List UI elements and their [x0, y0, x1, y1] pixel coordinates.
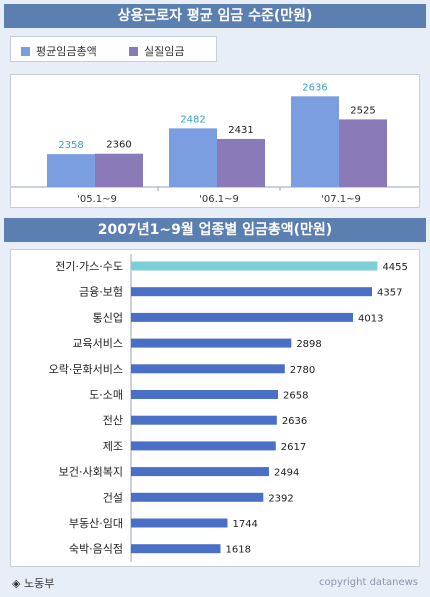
data-label-1: 4357 — [377, 288, 402, 299]
data-label-series1-2: 2636 — [302, 82, 327, 93]
data-label-5: 2658 — [283, 391, 308, 402]
bar-4 — [131, 364, 285, 374]
x-tick-label-2: '07.1~9 — [321, 194, 361, 205]
data-label-3: 2898 — [296, 339, 321, 350]
legend-swatch-series2 — [129, 46, 138, 56]
y-tick-label-10: 부동산·임대 — [69, 517, 123, 530]
x-tick-label-1: '06.1~9 — [199, 194, 239, 205]
legend-item-series1: 평균임금총액 — [21, 43, 97, 59]
bar-series2-2 — [339, 119, 387, 187]
data-label-8: 2494 — [274, 468, 299, 479]
data-label-4: 2780 — [290, 365, 315, 376]
bar-7 — [131, 441, 276, 451]
bar-series2-1 — [217, 138, 265, 187]
chart1-svg: 2358 2360 '05.1~9 2482 2431 '06.1~9 2636 2525 '0… — [11, 82, 419, 205]
chart2-svg: 전기·가스·수도 4455 금융·보험 4357 통신업 4013 교육서비스 2898 오락·… — [49, 254, 408, 562]
y-tick-label-8: 보건·사회복지 — [59, 466, 123, 479]
data-label-series2-2: 2525 — [350, 105, 375, 116]
bar-8 — [131, 467, 269, 477]
bar-series1-1 — [169, 128, 217, 187]
legend-swatch-series1 — [21, 46, 30, 56]
data-label-7: 2617 — [281, 442, 306, 453]
data-label-series2-1: 2431 — [228, 125, 253, 136]
data-label-11: 1618 — [226, 545, 251, 556]
bar-9 — [131, 492, 264, 502]
copyright-label: copyright datanews — [319, 577, 418, 588]
data-label-series1-0: 2358 — [58, 140, 83, 151]
data-label-9: 2392 — [268, 493, 293, 504]
bar-5 — [131, 390, 279, 399]
bar-series1-2 — [291, 96, 339, 187]
legend-item-series2: 실질임금 — [129, 43, 184, 59]
y-tick-label-11: 숙박·음식점 — [69, 543, 123, 556]
y-tick-label-5: 도·소매 — [89, 389, 123, 402]
bar-series2-0 — [95, 153, 143, 187]
chart1-legend: 평균임금총액 실질임금 — [10, 36, 217, 62]
legend-label-series1: 평균임금총액 — [36, 45, 97, 58]
bar-6 — [131, 415, 277, 425]
bar-0 — [131, 261, 378, 271]
chart2-panel: 전기·가스·수도 4455 금융·보험 4357 통신업 4013 교육서비스 2898 오락·… — [10, 249, 420, 567]
data-label-series2-0: 2360 — [106, 140, 131, 151]
chart1-panel: 2358 2360 '05.1~9 2482 2431 '06.1~9 2636 2525 '0… — [10, 74, 420, 208]
legend-label-series2: 실질임금 — [144, 45, 185, 58]
y-tick-label-4: 오락·문화서비스 — [49, 363, 123, 376]
chart2-title: 2007년1~9월 업종별 임금총액(만원) — [4, 218, 426, 242]
data-label-6: 2636 — [282, 416, 307, 427]
x-tick-label-0: '05.1~9 — [77, 194, 117, 205]
bar-3 — [131, 338, 292, 348]
source-label: ◈ 노동부 — [12, 577, 55, 590]
data-label-10: 1744 — [232, 519, 257, 530]
chart1-title: 상용근로자 평균 임금 수준(만원) — [4, 4, 426, 28]
y-tick-label-9: 건설 — [103, 491, 123, 504]
y-tick-label-7: 제조 — [103, 440, 123, 453]
data-label-0: 4455 — [382, 262, 407, 273]
data-label-series1-1: 2482 — [180, 114, 205, 125]
bar-series1-0 — [47, 154, 95, 187]
bar-1 — [131, 287, 373, 297]
y-tick-label-0: 전기·가스·수도 — [55, 260, 123, 273]
data-label-2: 4013 — [358, 313, 383, 324]
y-tick-label-2: 통신업 — [93, 311, 123, 324]
y-tick-label-3: 교육서비스 — [72, 337, 123, 350]
bar-11 — [131, 544, 221, 554]
y-tick-label-6: 전산 — [103, 414, 123, 427]
bar-10 — [131, 518, 228, 528]
bar-2 — [131, 312, 353, 322]
y-tick-label-1: 금융·보험 — [79, 286, 123, 299]
